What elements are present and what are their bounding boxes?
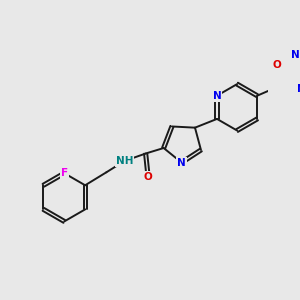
Text: N: N <box>213 91 221 101</box>
Text: O: O <box>144 172 152 182</box>
Text: N: N <box>297 84 300 94</box>
Text: F: F <box>61 168 68 178</box>
Text: N: N <box>291 50 300 60</box>
Text: NH: NH <box>116 156 133 166</box>
Text: O: O <box>272 60 281 70</box>
Text: N: N <box>177 158 186 167</box>
